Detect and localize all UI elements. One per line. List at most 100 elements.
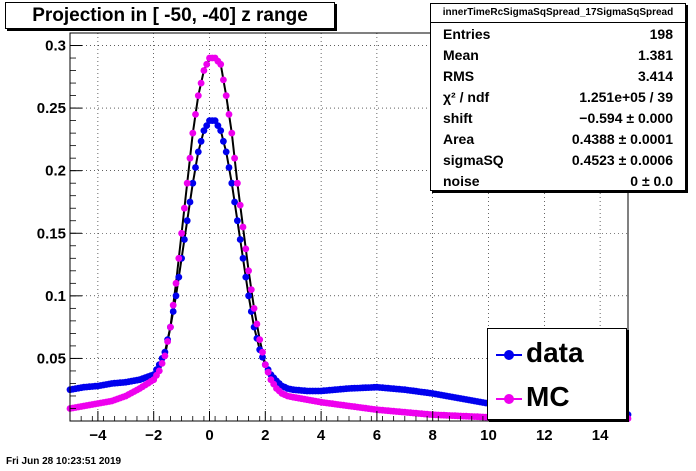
- stats-box-title: innerTimeRcSigmaSqSpread_17SigmaSqSpread: [431, 4, 685, 23]
- stats-row-rms: RMS 3.414: [431, 65, 685, 86]
- data-point: [155, 367, 163, 375]
- data-point: [211, 117, 219, 124]
- data-point: [178, 229, 186, 237]
- data-point: [172, 292, 180, 300]
- data-point: [231, 154, 239, 162]
- data-point: [234, 179, 241, 187]
- data-point: [175, 254, 183, 262]
- data-point: [264, 368, 272, 376]
- stats-key: Area: [443, 131, 475, 147]
- data-point: [186, 154, 194, 162]
- data-point: [183, 179, 191, 187]
- stats-key: Mean: [443, 47, 479, 63]
- x-tick-label: −2: [145, 427, 162, 444]
- data-point: [217, 127, 225, 134]
- data-point: [203, 60, 211, 68]
- stats-key: Entries: [443, 26, 491, 42]
- stats-row-noise: noise 0 ± 0.0: [431, 170, 685, 191]
- data-point: [183, 217, 191, 225]
- data-point: [222, 148, 230, 156]
- data-point: [181, 204, 188, 212]
- data-point: [175, 273, 183, 281]
- data-point: [259, 348, 266, 356]
- stats-key: noise: [443, 173, 480, 189]
- legend-box: data MC: [487, 328, 627, 420]
- x-tick-label: 6: [373, 427, 381, 444]
- stats-key: shift: [443, 110, 473, 126]
- stats-value: −0.594 ± 0.000: [579, 110, 673, 126]
- data-point: [192, 111, 199, 118]
- data-point: [236, 201, 244, 209]
- x-tick-label: 8: [429, 427, 437, 444]
- data-point: [256, 336, 264, 343]
- data-point: [189, 129, 197, 137]
- data-point: [236, 236, 244, 243]
- stats-value: 1.381: [637, 47, 673, 63]
- data-point: [261, 361, 269, 369]
- data-point: [161, 352, 169, 360]
- data-point: [220, 76, 227, 84]
- data-point: [231, 198, 239, 206]
- x-tick-label: −4: [89, 427, 107, 444]
- data-point: [239, 254, 247, 262]
- data-point: [247, 286, 255, 293]
- stats-row-shift: shift −0.594 ± 0.000: [431, 107, 685, 128]
- legend-entry-mc: MC: [488, 379, 626, 419]
- data-point: [245, 267, 253, 275]
- footer-date: Fri Jun 28 10:23:51 2019: [6, 456, 122, 467]
- y-tick-label: 0.05: [37, 350, 66, 367]
- data-point: [189, 179, 197, 187]
- stats-row-sigmasq: sigmaSQ 0.4523 ± 0.0006: [431, 149, 685, 170]
- stats-row-entries: Entries 198: [431, 23, 685, 44]
- x-tick-label: 14: [592, 427, 609, 444]
- data-point: [169, 301, 177, 309]
- x-tick-label: 12: [536, 427, 553, 444]
- stats-row-chi2: χ² / ndf 1.251e+05 / 39: [431, 86, 685, 107]
- data-point: [192, 164, 199, 171]
- data-point: [214, 122, 222, 129]
- legend-label: data: [526, 337, 584, 368]
- legend-marker: [504, 394, 514, 404]
- data-point: [242, 245, 250, 253]
- data-point: [194, 92, 202, 99]
- data-point: [158, 360, 166, 367]
- data-point: [228, 179, 236, 187]
- x-tick-label: 2: [261, 427, 269, 444]
- stats-value: 198: [649, 26, 673, 42]
- legend-entry-data: data: [488, 335, 626, 375]
- stats-key: RMS: [443, 68, 475, 84]
- data-point: [239, 223, 247, 231]
- data-point: [259, 353, 266, 361]
- legend-label: MC: [526, 381, 570, 412]
- data-point: [217, 60, 225, 68]
- data-point: [222, 92, 230, 99]
- y-tick-label: 0.1: [45, 288, 66, 305]
- y-tick-label: 0.25: [37, 100, 66, 117]
- data-point: [194, 148, 202, 156]
- data-point: [167, 323, 174, 331]
- data-point: [181, 236, 188, 243]
- data-point: [225, 164, 233, 171]
- data-point: [200, 127, 208, 134]
- data-point: [186, 198, 194, 206]
- data-point: [220, 137, 227, 145]
- chart-title: Projection in [ -50, -40] z range: [32, 5, 308, 26]
- y-tick-label: 0.15: [37, 225, 66, 242]
- data-point: [203, 122, 211, 129]
- stats-value: 0 ± 0.0: [630, 173, 673, 189]
- data-point: [253, 320, 261, 328]
- stats-value: 1.251e+05 / 39: [579, 89, 673, 105]
- x-tick-label: 4: [317, 427, 326, 444]
- stats-row-mean: Mean 1.381: [431, 44, 685, 65]
- data-point: [242, 273, 250, 281]
- stats-row-area: Area 0.4388 ± 0.0001: [431, 128, 685, 149]
- data-point: [245, 292, 253, 300]
- stats-value: 0.4523 ± 0.0006: [571, 152, 673, 168]
- data-point: [234, 217, 241, 225]
- y-tick-label: 0.3: [45, 38, 66, 55]
- data-point: [172, 279, 180, 287]
- data-point: [197, 137, 205, 145]
- data-point: [250, 305, 258, 312]
- stats-key: sigmaSQ: [443, 152, 504, 168]
